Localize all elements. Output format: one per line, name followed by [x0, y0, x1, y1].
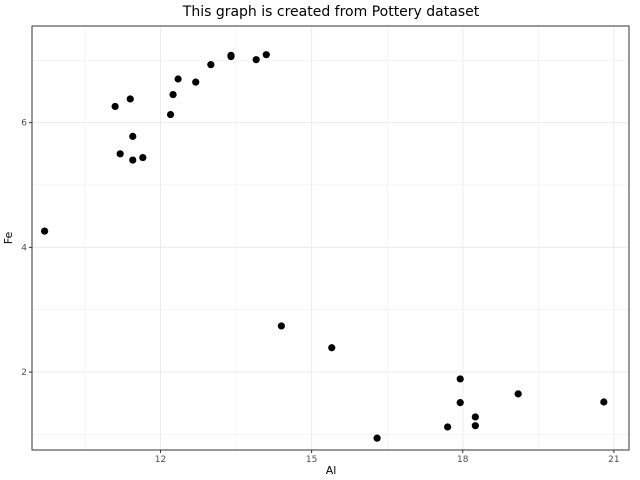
data-point: [227, 51, 235, 59]
data-point: [456, 375, 464, 383]
data-point: [277, 322, 285, 330]
x-tick-label: 15: [306, 455, 317, 465]
data-point: [471, 413, 479, 421]
data-point: [456, 399, 464, 407]
data-point: [514, 390, 522, 398]
data-point: [471, 422, 479, 430]
data-point: [192, 78, 200, 86]
data-point: [126, 95, 134, 103]
chart-title: This graph is created from Pottery datas…: [182, 4, 480, 20]
y-axis-title: Fe: [2, 232, 15, 245]
data-point: [129, 156, 137, 164]
data-point: [328, 344, 336, 352]
y-tick-label: 6: [21, 119, 27, 129]
data-point: [139, 153, 147, 162]
data-point: [129, 132, 137, 140]
x-tick-label: 18: [457, 455, 469, 465]
y-tick-label: 4: [21, 243, 27, 253]
data-point: [169, 90, 177, 99]
data-point: [116, 150, 124, 158]
data-point: [207, 61, 215, 69]
data-point: [373, 434, 381, 442]
data-point: [40, 227, 49, 235]
data-point: [166, 110, 175, 119]
data-point: [262, 51, 270, 59]
x-tick-label: 21: [608, 455, 619, 465]
x-axis-title: Al: [326, 464, 337, 477]
panel-background: [32, 26, 629, 450]
y-tick-label: 2: [21, 368, 27, 378]
data-point: [252, 56, 260, 64]
data-point: [111, 102, 119, 111]
x-tick-label: 12: [155, 455, 166, 465]
panel-border: [31, 25, 630, 451]
data-point: [174, 75, 182, 83]
data-point: [444, 423, 452, 431]
data-point: [600, 398, 608, 406]
